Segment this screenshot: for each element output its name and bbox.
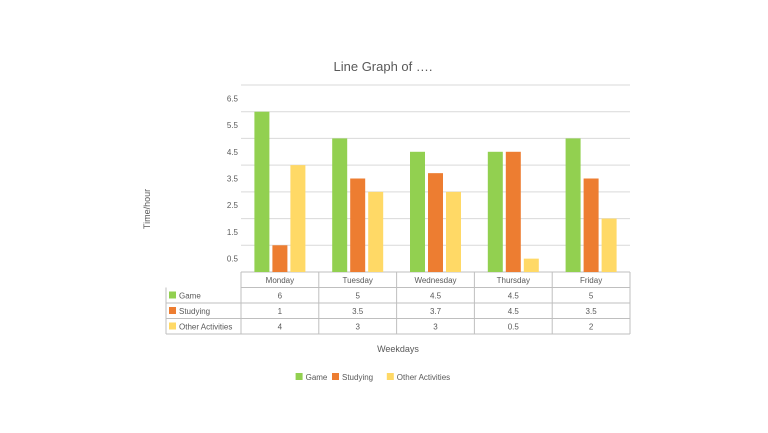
table-cell-value: 5: [589, 292, 594, 301]
y-tick-label: 0.5: [227, 255, 239, 264]
legend-label: Studying: [342, 373, 373, 382]
y-tick-label: 5.5: [227, 121, 239, 130]
bar: [565, 138, 581, 272]
bar: [410, 151, 425, 272]
bar: [254, 111, 270, 272]
y-axis-title: Time/hour: [142, 189, 152, 229]
bar: [583, 178, 599, 272]
y-tick-label: 3.5: [227, 175, 239, 184]
table-series-name: Game: [179, 292, 201, 301]
bars: [254, 111, 617, 272]
table-series-name: Other Activities: [179, 323, 232, 332]
bar: [487, 151, 503, 272]
x-axis-title: Weekdays: [377, 344, 419, 354]
data-table: Monday Tuesday Wednesday Thursday Friday Game…: [165, 272, 631, 335]
table-cell-value: 3.5: [586, 307, 598, 316]
y-tick-label: 1.5: [227, 228, 239, 237]
table-cell-value: 6: [278, 292, 283, 301]
table-cell-value: 2: [589, 323, 594, 332]
category-label: Friday: [580, 276, 602, 285]
chart-title: Line Graph of ….: [334, 59, 433, 74]
bar: [350, 178, 366, 272]
category-label: Thursday: [497, 276, 530, 285]
bar: [523, 258, 539, 272]
table-cell-value: 4.5: [430, 292, 442, 301]
y-tick-label: 4.5: [227, 148, 239, 157]
table-legend-key: [169, 307, 176, 314]
category-label: Tuesday: [343, 276, 373, 285]
bar: [290, 165, 306, 272]
table-cell-value: 3: [433, 323, 438, 332]
category-label: Wednesday: [414, 276, 456, 285]
bar: [601, 218, 617, 272]
bar: [446, 191, 461, 272]
table-cell-value: 4: [278, 323, 283, 332]
table-cell-value: 0.5: [508, 323, 520, 332]
table-cell-value: 4.5: [508, 307, 520, 316]
legend-swatch: [386, 373, 394, 380]
y-axis-ticks: 6.5 5.5 4.5 3.5 2.5 1.5 0.5: [227, 94, 239, 263]
table-cell-value: 3.5: [352, 307, 364, 316]
table-series-name: Studying: [179, 307, 210, 316]
bar: [272, 245, 288, 272]
legend-label: Other Activities: [397, 373, 450, 382]
bar: [368, 191, 384, 272]
table-legend-key: [169, 322, 176, 330]
table-cell-value: 5: [355, 292, 360, 301]
y-tick-label: 6.5: [227, 94, 239, 103]
bar: [505, 151, 521, 272]
table-cell-value: 1: [278, 307, 283, 316]
table-cell-value: 3: [355, 323, 360, 332]
y-tick-label: 2.5: [227, 201, 239, 210]
table-cell-value: 4.5: [508, 292, 520, 301]
legend-label: Game: [306, 373, 328, 382]
legend: Game Studying Other Activities: [295, 373, 450, 382]
table-cell-value: 3.7: [430, 307, 442, 316]
legend-swatch: [332, 373, 339, 380]
table-legend-key: [169, 291, 176, 299]
bar: [332, 138, 348, 272]
bar: [428, 173, 443, 272]
legend-swatch: [295, 373, 303, 380]
category-label: Monday: [266, 276, 294, 285]
